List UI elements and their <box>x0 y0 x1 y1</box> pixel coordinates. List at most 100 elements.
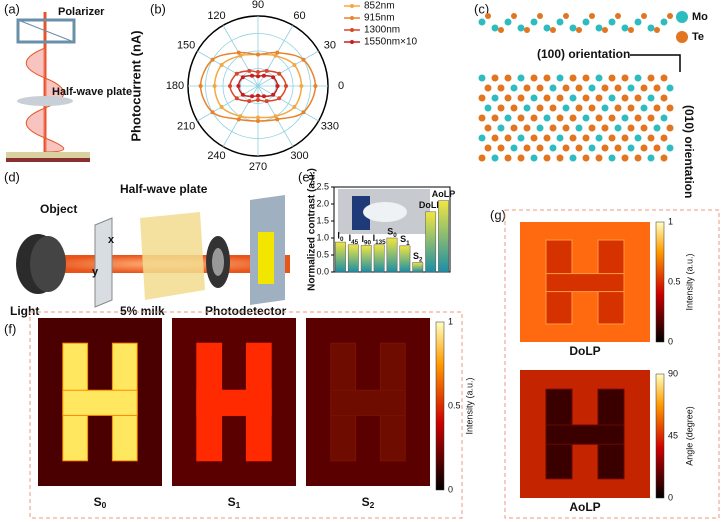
colorbar-tick-label: 1 <box>448 316 453 326</box>
theta-tick-label: 180 <box>166 80 184 92</box>
atom <box>647 74 655 82</box>
atom <box>563 13 569 19</box>
atom <box>621 134 629 142</box>
atom <box>608 18 616 26</box>
milk-cell <box>140 212 205 300</box>
atom <box>562 84 570 92</box>
bar-label: I135 <box>373 233 387 245</box>
atom <box>615 13 621 19</box>
object <box>94 217 113 308</box>
data-point <box>301 57 306 62</box>
atom <box>536 84 544 92</box>
atom <box>491 94 499 102</box>
atom <box>530 74 538 82</box>
data-point <box>236 50 241 55</box>
data-point <box>271 75 276 80</box>
atom <box>634 74 642 82</box>
data-point <box>277 71 282 76</box>
atom <box>543 134 551 142</box>
theta-tick-label: 90 <box>252 0 264 11</box>
atom <box>478 114 486 122</box>
data-point <box>256 98 260 102</box>
atom <box>602 27 608 33</box>
atom <box>484 124 492 132</box>
label: (100) orientation <box>537 47 630 61</box>
data-point <box>228 84 232 88</box>
legend-label: 1550nm×10 <box>364 37 418 48</box>
theta-tick-label: 60 <box>293 10 305 22</box>
atom <box>582 18 590 26</box>
label: Light <box>10 304 39 318</box>
atom <box>576 27 582 33</box>
atom <box>556 114 564 122</box>
data-point <box>250 94 255 99</box>
legend-marker <box>676 11 688 23</box>
atom <box>666 84 674 92</box>
atom <box>614 144 622 152</box>
atom <box>653 84 661 92</box>
data-point <box>238 114 243 119</box>
image-feature <box>62 389 138 416</box>
atom <box>569 134 577 142</box>
data-point <box>256 115 260 120</box>
atom <box>647 94 655 102</box>
atom <box>647 24 655 32</box>
data-point <box>219 105 224 109</box>
data-point <box>264 68 269 73</box>
atom <box>588 104 596 112</box>
data-point <box>212 84 217 88</box>
y-tick-label: 1.0 <box>316 232 329 242</box>
atom <box>621 114 629 122</box>
legend-label: 915nm <box>364 13 395 24</box>
theta-tick-label: 0 <box>338 80 344 92</box>
colorbar <box>655 373 665 499</box>
atom <box>478 134 486 142</box>
atom <box>497 144 505 152</box>
atom <box>517 74 525 82</box>
y-tick-label: 1.5 <box>316 215 329 225</box>
data-point <box>256 74 260 79</box>
atom <box>484 144 492 152</box>
panel-label: (a) <box>4 1 20 16</box>
atom <box>543 114 551 122</box>
label: Object <box>40 202 77 216</box>
data-point <box>273 114 278 119</box>
legend-label: 852nm <box>364 1 395 12</box>
atom <box>517 114 525 122</box>
label: (010) orientation <box>682 105 696 198</box>
data-point <box>299 84 304 88</box>
bar-label: S2 <box>413 251 423 263</box>
bar-label: AoLP <box>432 189 456 199</box>
atom <box>478 74 486 82</box>
colorbar-tick-label: 1 <box>668 216 673 226</box>
data-point <box>247 99 252 104</box>
substrate <box>6 152 90 158</box>
theta-tick-label: 300 <box>290 150 308 162</box>
atom <box>491 154 499 162</box>
colorbar-title: Angle (degree) <box>684 406 694 466</box>
image-label: S0 <box>94 495 107 510</box>
data-point <box>301 110 306 115</box>
bar-label: S0 <box>387 226 397 238</box>
atom <box>497 104 505 112</box>
atom <box>523 84 531 92</box>
atom <box>523 124 531 132</box>
atom <box>517 24 525 32</box>
atom <box>575 104 583 112</box>
atom <box>627 124 635 132</box>
atom <box>478 94 486 102</box>
atom <box>614 124 622 132</box>
grid-spoke <box>197 85 259 122</box>
layout: (a) Polarizer Half-wave plate (b) (c) Mo… <box>4 1 720 519</box>
data-point <box>236 117 241 122</box>
atom <box>575 124 583 132</box>
atom <box>647 134 655 142</box>
atom <box>543 94 551 102</box>
atom <box>478 154 486 162</box>
data-point <box>210 110 215 115</box>
atom <box>667 13 673 19</box>
image-feature <box>330 389 406 416</box>
atom <box>614 84 622 92</box>
atom <box>569 114 577 122</box>
data-point <box>273 53 278 58</box>
